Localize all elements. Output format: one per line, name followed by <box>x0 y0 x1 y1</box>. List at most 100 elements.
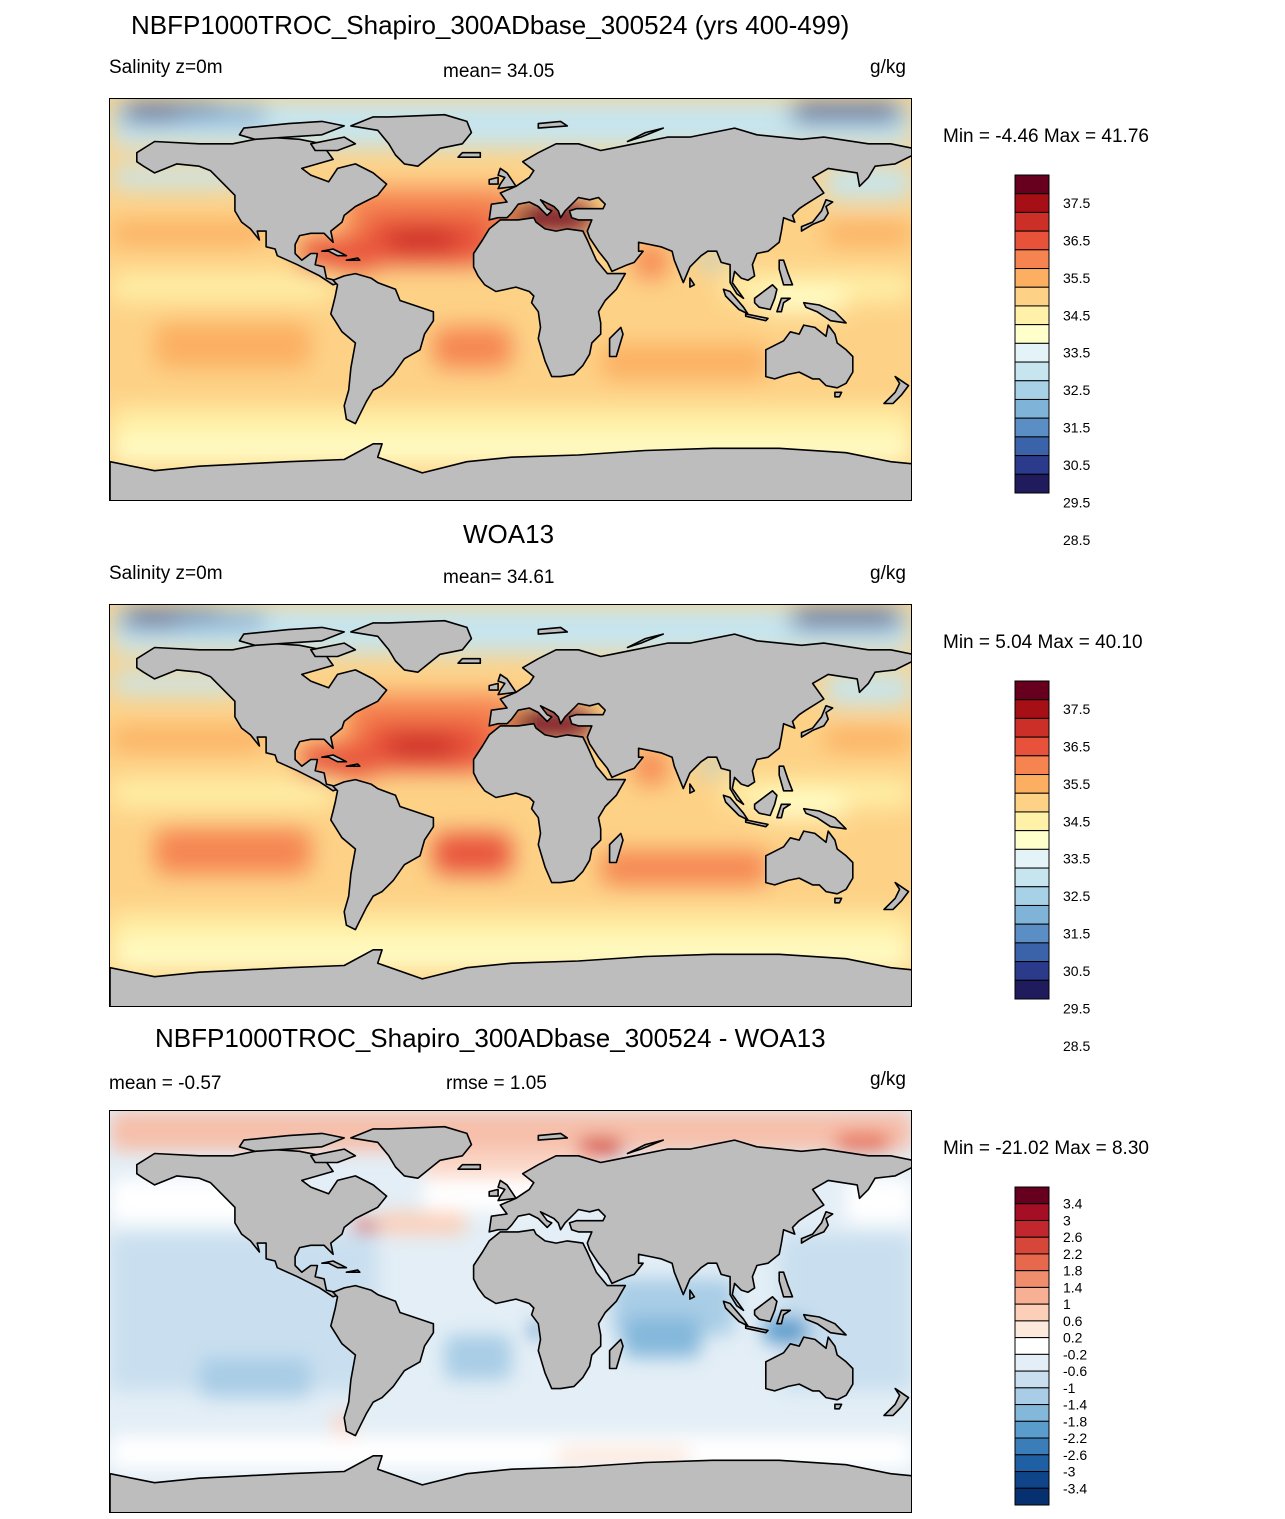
panel3-units-label: g/kg <box>870 1069 906 1090</box>
landmass <box>488 1139 911 1312</box>
salinity-region <box>433 327 512 368</box>
landmass <box>626 127 664 143</box>
panel1-map <box>109 98 912 501</box>
landmass <box>626 1139 664 1155</box>
salinity-region <box>388 734 456 758</box>
salinity-region <box>623 1316 702 1358</box>
landmass <box>345 257 361 261</box>
colorbar-swatch <box>1014 1203 1050 1221</box>
landmass <box>136 1148 388 1298</box>
salinity-region <box>600 851 769 885</box>
colorbar-swatch <box>1014 886 1050 906</box>
landmass <box>744 313 769 322</box>
salinity-region <box>444 1334 512 1380</box>
colorbar-swatch <box>1014 1337 1050 1355</box>
colorbar-swatch <box>1014 811 1050 832</box>
panel1-colorbar: 37.5 36.5 35.5 34.5 33.5 32.5 31.5 30.5 29.5 28.5 <box>1014 174 1090 548</box>
salinity-region <box>154 322 311 368</box>
landmass <box>689 783 696 794</box>
landmass <box>110 443 911 500</box>
colorbar-label: 36.5 <box>1063 232 1090 248</box>
colorbar-label: 0.6 <box>1063 1313 1083 1329</box>
landmass <box>802 1313 847 1336</box>
landmass <box>472 216 627 378</box>
landmass <box>778 765 794 792</box>
panel1-variable-label: Salinity z=0m <box>109 57 223 78</box>
salinity-region <box>154 828 311 874</box>
colorbar-swatch <box>1014 455 1050 475</box>
landmass <box>537 626 569 635</box>
colorbar-label: 36.5 <box>1063 738 1090 754</box>
salinity-region <box>377 1211 467 1235</box>
colorbar-swatch <box>1014 1236 1050 1255</box>
landmass <box>238 1132 345 1153</box>
panel3-rmse-label: rmse = 1.05 <box>446 1073 547 1094</box>
landmass <box>689 277 696 288</box>
colorbar-swatch <box>1014 942 1050 963</box>
salinity-region <box>110 672 244 695</box>
colorbar-label: 31.5 <box>1063 420 1090 436</box>
panel2-mean-label: mean= 34.61 <box>443 567 555 588</box>
salinity-region <box>578 1137 624 1156</box>
salinity-region <box>110 166 244 189</box>
landmass <box>136 136 388 286</box>
panel1-mean-label: mean= 34.05 <box>443 61 555 82</box>
landmass <box>321 1260 348 1269</box>
landmass <box>802 301 847 324</box>
colorbar-swatch <box>1014 1387 1050 1406</box>
colorbar-label: 37.5 <box>1063 195 1090 211</box>
colorbar-swatch <box>1014 1437 1050 1456</box>
colorbar-swatch <box>1014 342 1050 363</box>
colorbar-swatch <box>1014 1303 1050 1322</box>
salinity-region <box>823 728 911 751</box>
panel1-units-label: g/kg <box>870 57 906 78</box>
landmass <box>110 1455 911 1512</box>
colorbar-label: 33.5 <box>1063 345 1090 361</box>
colorbar-label: -2.2 <box>1063 1430 1087 1446</box>
colorbar-swatch <box>1014 904 1050 925</box>
colorbar-swatch <box>1014 417 1050 438</box>
colorbar-swatch <box>1014 305 1050 326</box>
colorbar-swatch <box>1014 848 1050 869</box>
colorbar-swatch <box>1014 174 1050 195</box>
colorbar-swatch <box>1014 699 1050 719</box>
colorbar-label: 29.5 <box>1063 494 1090 510</box>
landmass <box>350 619 473 673</box>
salinity-region <box>763 1316 809 1344</box>
colorbar-swatch <box>1014 717 1050 738</box>
colorbar-swatch <box>1014 230 1050 251</box>
panel1-minmax-label: Min = -4.46 Max = 41.76 <box>943 126 1149 147</box>
landmass <box>802 807 847 830</box>
salinity-region <box>176 107 267 122</box>
landmass <box>310 1148 357 1164</box>
colorbar-swatch <box>1014 286 1050 307</box>
colorbar-swatch <box>1014 755 1050 776</box>
landmass <box>765 830 854 895</box>
colorbar-swatch <box>1014 1219 1050 1238</box>
panel2-map <box>109 604 912 1007</box>
salinity-region <box>110 273 334 301</box>
landmass <box>626 633 664 649</box>
colorbar-swatch <box>1014 1270 1050 1288</box>
landmass <box>608 326 624 358</box>
colorbar-label: -3.4 <box>1063 1480 1087 1496</box>
colorbar-label: 32.5 <box>1063 382 1090 398</box>
landmass <box>883 375 910 405</box>
colorbar-swatch <box>1014 380 1050 400</box>
salinity-region <box>823 672 911 706</box>
colorbar-label: -0.2 <box>1063 1346 1087 1362</box>
panel2-colorbar: 37.5 36.5 35.5 34.5 33.5 32.5 31.5 30.5 29.5 28.5 <box>1014 680 1090 1054</box>
landmass <box>608 1338 624 1370</box>
landmass <box>753 284 778 311</box>
landmass <box>238 120 345 141</box>
landmass <box>744 819 769 828</box>
colorbar-label: 34.5 <box>1063 813 1090 829</box>
colorbar-swatch <box>1014 1353 1050 1372</box>
landmass <box>883 1387 910 1417</box>
landmass <box>765 324 854 389</box>
colorbar-swatch <box>1014 1487 1050 1506</box>
landmass <box>457 1163 482 1170</box>
colorbar-label: 29.5 <box>1063 1000 1090 1016</box>
colorbar-swatch <box>1014 680 1050 701</box>
landmass <box>497 673 517 696</box>
